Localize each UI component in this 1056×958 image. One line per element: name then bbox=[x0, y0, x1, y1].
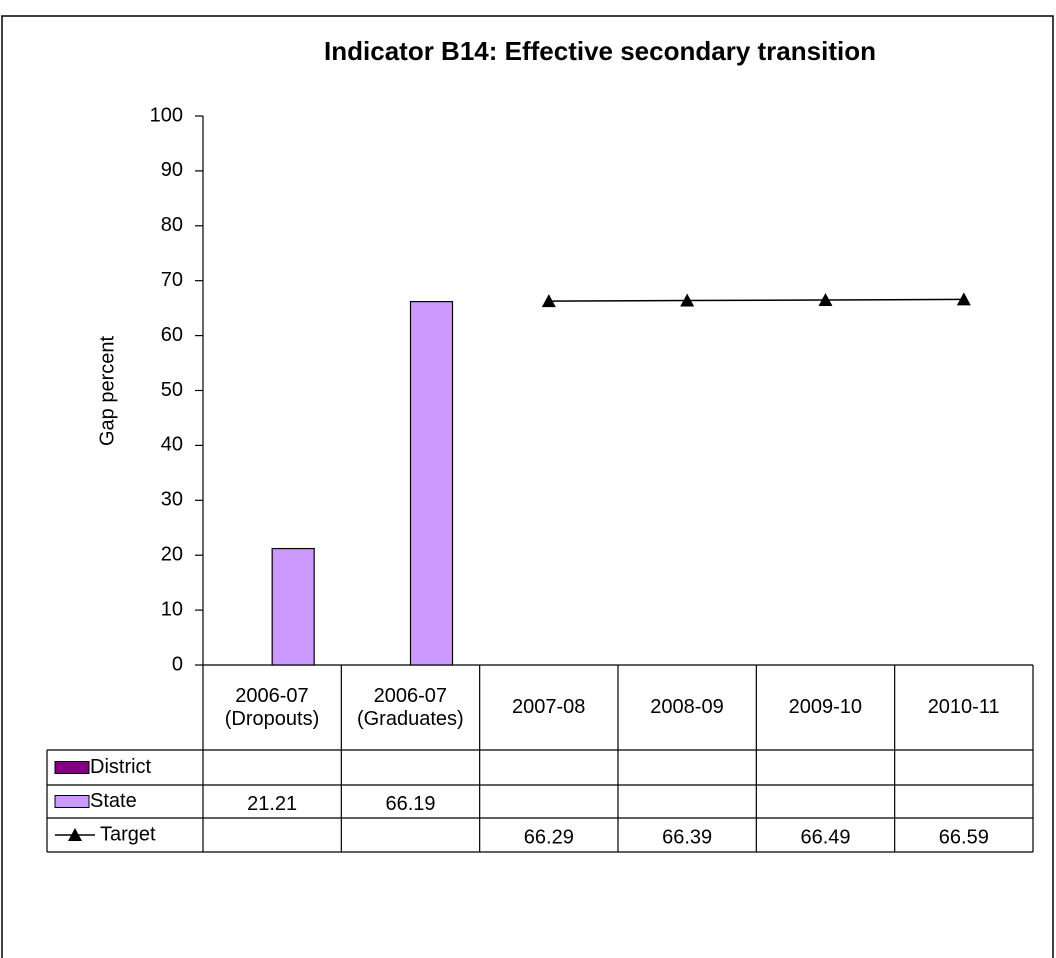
x-tick-label: 2007-08 bbox=[511, 696, 586, 718]
legend-key bbox=[68, 828, 82, 841]
x-tick-label: 2006-07 (Dropouts) bbox=[224, 684, 320, 730]
y-tick-label: 10 bbox=[161, 598, 183, 620]
marker bbox=[818, 292, 833, 306]
y-tick-label: 50 bbox=[161, 379, 183, 401]
marker bbox=[956, 292, 971, 306]
bar bbox=[409, 301, 454, 666]
y-tick-label: 20 bbox=[161, 543, 183, 565]
x-tick-label: 2008-09 bbox=[650, 696, 724, 718]
legend-label: State bbox=[90, 790, 137, 812]
table-value: 66.49 bbox=[800, 826, 850, 848]
y-tick-label: 30 bbox=[161, 489, 183, 511]
legend-key bbox=[54, 761, 90, 774]
marker bbox=[680, 293, 695, 307]
table-value: 66.39 bbox=[662, 826, 712, 848]
chart-title: Indicator B14: Effective secondary trans… bbox=[324, 36, 876, 66]
bar bbox=[271, 547, 315, 666]
x-tick-label: 2010-11 bbox=[927, 696, 1000, 718]
table-value: 21.21 bbox=[247, 793, 297, 815]
y-tick-label: 0 bbox=[172, 653, 183, 675]
line bbox=[548, 298, 964, 302]
table-value: 66.19 bbox=[385, 793, 435, 815]
x-tick-label: 2006-07 (Graduates) bbox=[356, 684, 464, 730]
y-tick-label: 80 bbox=[161, 214, 183, 236]
y-tick-label: 100 bbox=[150, 104, 183, 126]
legend-key bbox=[54, 795, 90, 808]
y-tick-label: 60 bbox=[161, 324, 183, 346]
y-tick-label: 90 bbox=[161, 159, 183, 181]
y-axis-label: Gap percent bbox=[96, 336, 118, 447]
legend-label: Target bbox=[100, 823, 156, 845]
chart-border bbox=[1, 15, 1054, 958]
table-value: 66.59 bbox=[939, 826, 989, 848]
y-tick-label: 70 bbox=[161, 269, 183, 291]
y-tick-label: 40 bbox=[161, 434, 183, 456]
x-tick-label: 2009-10 bbox=[788, 696, 863, 718]
legend-label: District bbox=[90, 756, 152, 778]
marker bbox=[541, 294, 556, 308]
table-value: 66.29 bbox=[524, 826, 574, 848]
